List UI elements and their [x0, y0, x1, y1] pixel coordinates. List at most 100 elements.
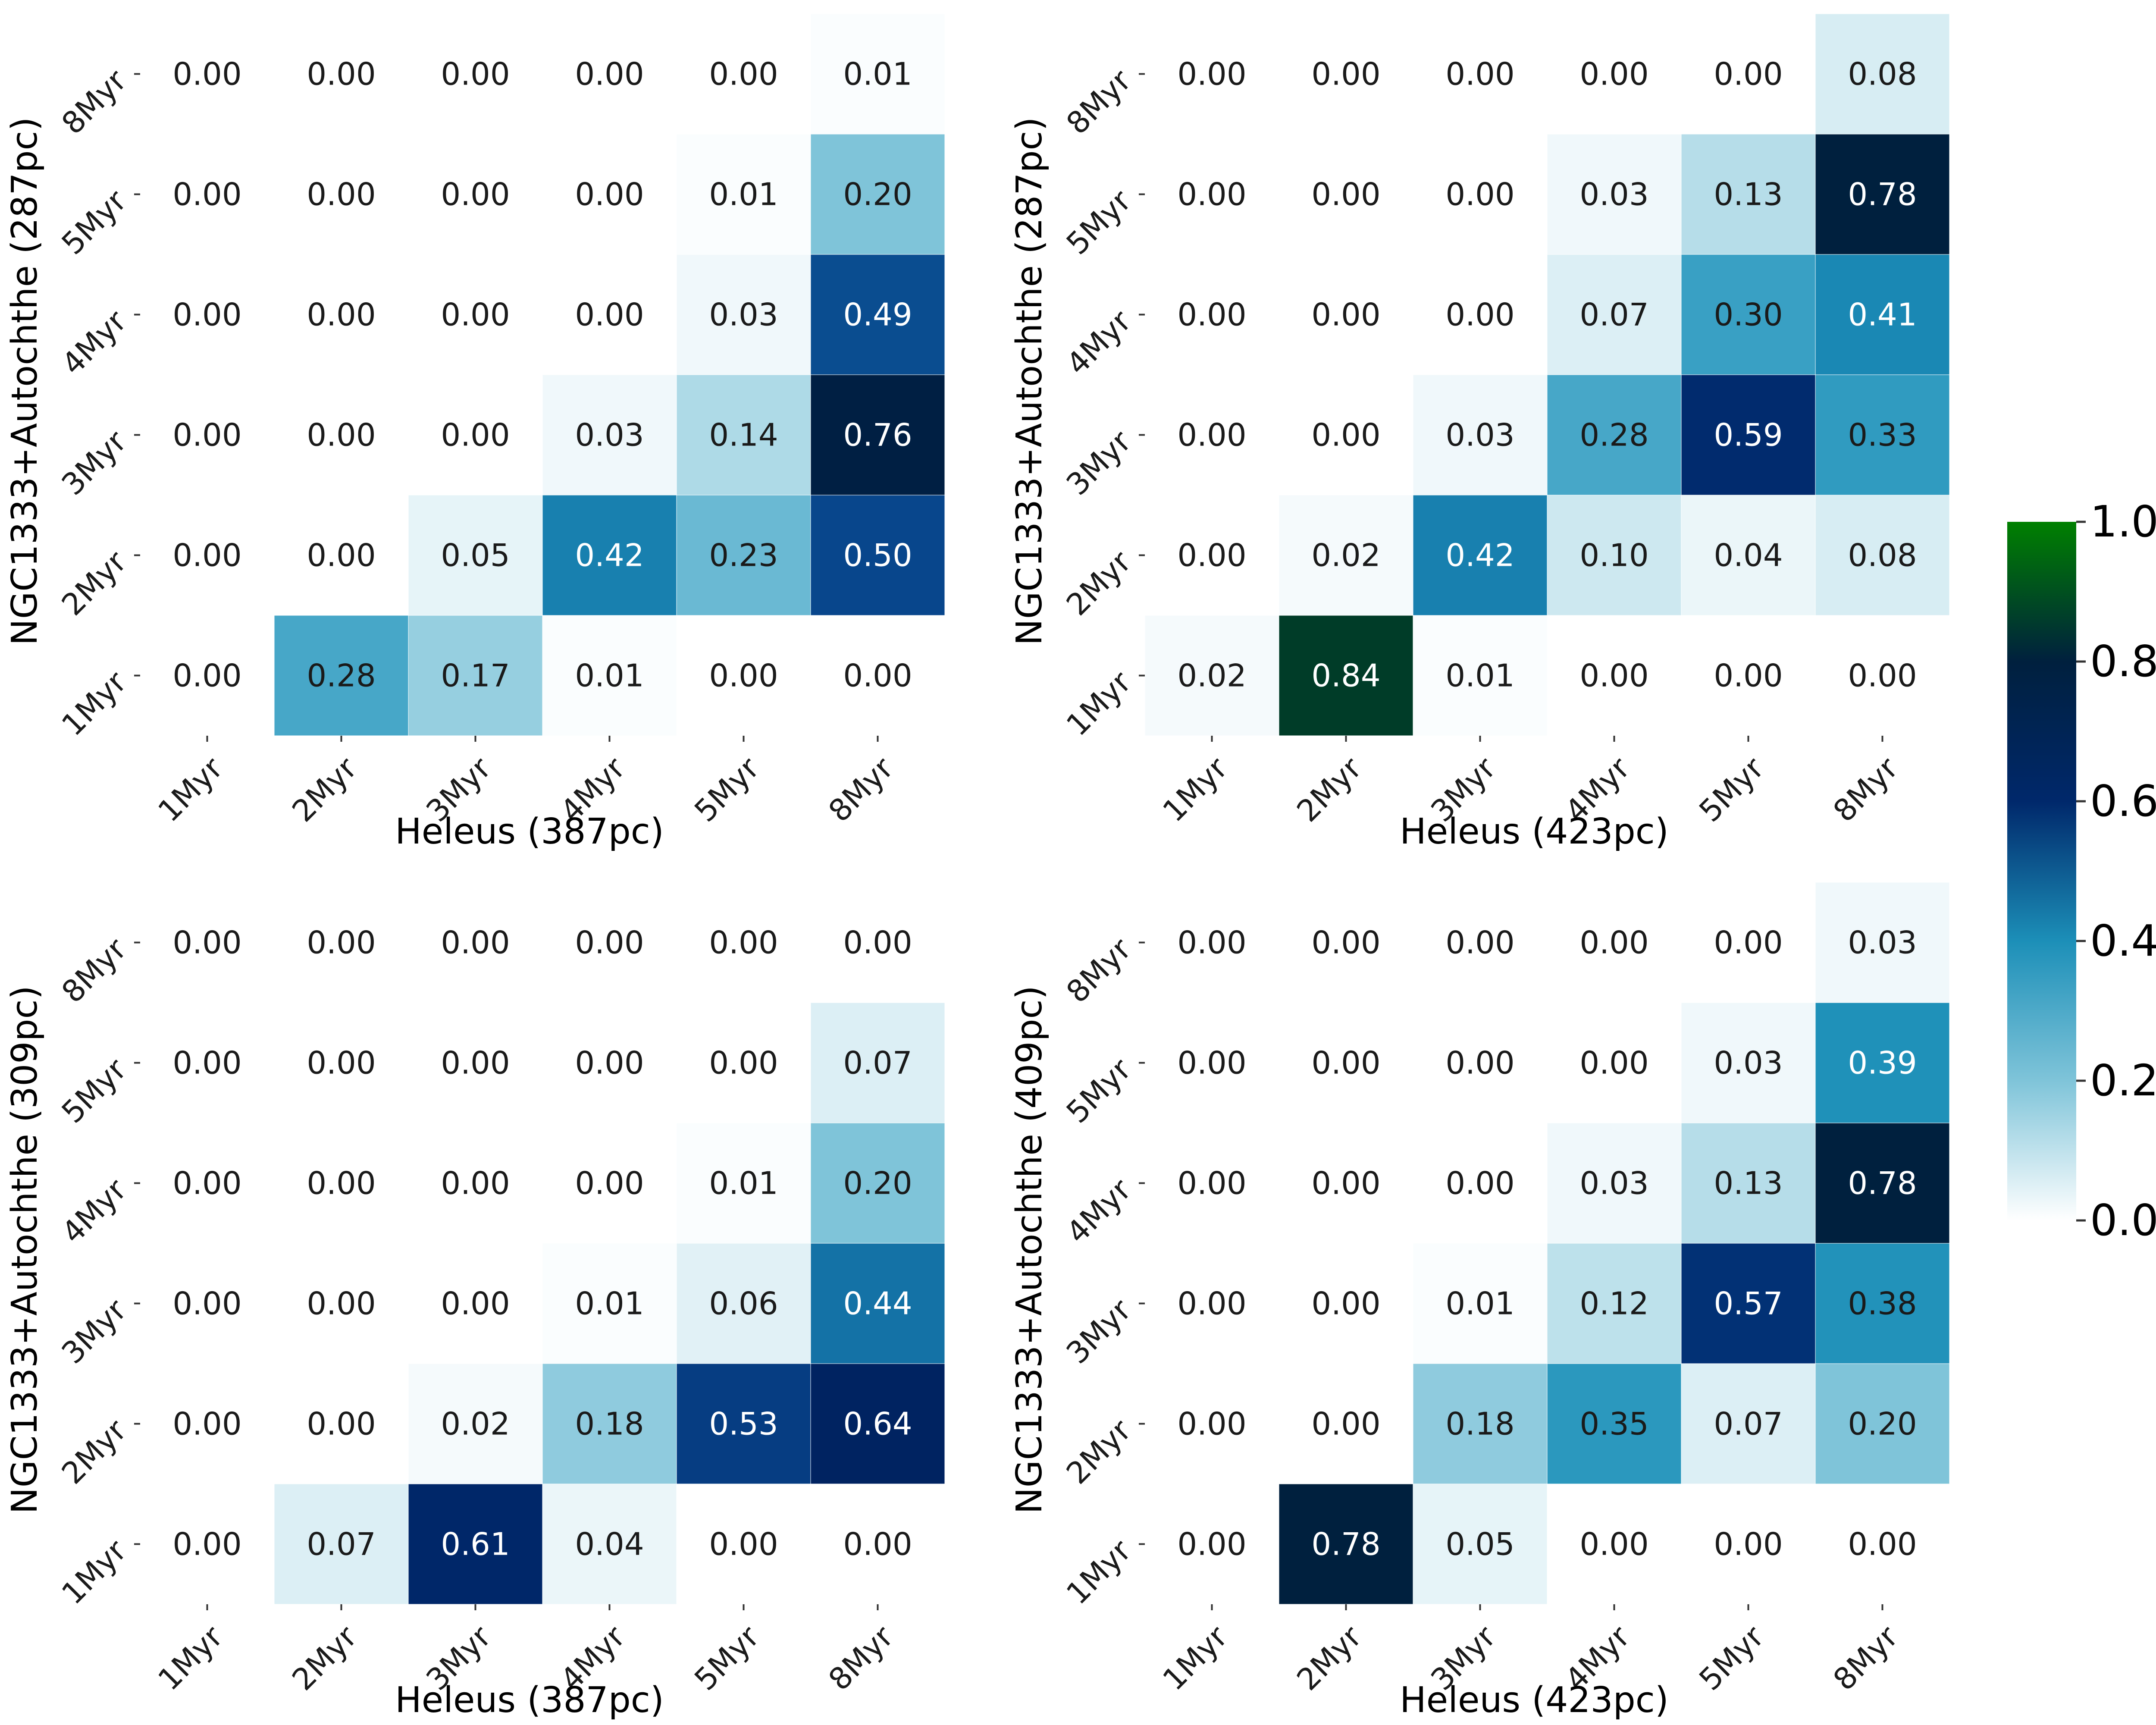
heatmap-cell	[1547, 882, 1682, 1003]
cell-value-label: 0.41	[1848, 297, 1917, 333]
heatmap-cell	[1681, 882, 1816, 1003]
cell-value-label: 0.00	[1848, 1526, 1917, 1562]
heatmap-cell	[1681, 1363, 1816, 1484]
cell-value-label: 0.00	[1311, 925, 1380, 961]
cell-value-label: 0.00	[172, 1526, 241, 1562]
cell-value-label: 0.00	[1311, 1406, 1380, 1442]
cell-value-label: 0.00	[1579, 925, 1648, 961]
heatmap-cell	[1815, 882, 1950, 1003]
heatmap-cell	[1681, 615, 1816, 736]
heatmap-cell	[274, 13, 409, 135]
cell-value-label: 0.07	[307, 1526, 376, 1562]
heatmap-cell	[1547, 495, 1682, 616]
heatmap-panel-bottom-right: 0.00 0.00 0.00 0.00 0.00 0.03 0.00 0.00 0.00 0.00…	[1009, 882, 1950, 1721]
x-tick-label: 5Myr	[1692, 750, 1771, 829]
cell-value-label: 0.00	[1177, 537, 1246, 574]
heatmap-cell	[1547, 1243, 1682, 1364]
heatmap-cell	[1815, 13, 1950, 135]
cell-value-label: 0.00	[1311, 417, 1380, 453]
cell-value-label: 0.00	[172, 56, 241, 92]
cell-value-label: 0.01	[1445, 658, 1514, 694]
heatmap-cell	[1815, 1243, 1950, 1364]
cell-value-label: 0.01	[1445, 1286, 1514, 1322]
cell-value-label: 0.02	[1311, 537, 1380, 574]
cell-value-label: 0.00	[575, 925, 644, 961]
heatmap-cell	[542, 615, 677, 736]
cell-value-label: 0.64	[843, 1406, 912, 1442]
colorbar: 0.0 0.2 0.4 0.6 0.8 1.0	[2007, 496, 2156, 1245]
heatmap-cell	[810, 1243, 945, 1364]
cell-value-label: 0.02	[441, 1406, 510, 1442]
cell-value-label: 0.00	[441, 176, 510, 213]
heatmap-cell	[1144, 374, 1279, 496]
cell-value-label: 0.07	[1714, 1406, 1783, 1442]
cell-value-label: 0.01	[709, 1165, 778, 1201]
cell-value-label: 0.01	[575, 658, 644, 694]
heatmap-cell	[408, 254, 543, 375]
heatmap-cell	[676, 1243, 811, 1364]
heatmap-cell	[1547, 1484, 1682, 1605]
heatmap-cell	[542, 1002, 677, 1123]
x-tick-label: 5Myr	[688, 1619, 766, 1697]
heatmap-cell	[1681, 1123, 1816, 1244]
y-tick-label: 4Myr	[55, 1172, 133, 1250]
heatmap-cell	[1681, 13, 1816, 135]
cell-value-label: 0.00	[1445, 176, 1514, 213]
heatmap-cell	[140, 495, 275, 616]
cell-value-label: 0.59	[1714, 417, 1783, 453]
y-tick-label: 5Myr	[1059, 1051, 1138, 1130]
cell-value-label: 0.03	[1848, 925, 1917, 961]
y-tick-label: 1Myr	[1059, 664, 1138, 743]
cell-value-label: 0.76	[843, 417, 912, 453]
cell-value-label: 0.23	[709, 537, 778, 574]
heatmap-cell	[542, 495, 677, 616]
cell-value-label: 0.08	[1848, 56, 1917, 92]
colorbar-tick-label: 0.8	[2090, 636, 2156, 687]
heatmap-cell	[1279, 254, 1413, 375]
colorbar-tick-label: 0.0	[2090, 1195, 2156, 1245]
heatmap-cell	[676, 1363, 811, 1484]
heatmap-cell	[1413, 374, 1548, 496]
heatmap-cell	[810, 882, 945, 1003]
heatmap-cell	[1144, 254, 1279, 375]
heatmap-cell	[408, 1484, 543, 1605]
heatmap-cell	[810, 1123, 945, 1244]
cell-value-label: 0.28	[307, 658, 376, 694]
cell-value-label: 0.00	[1579, 1045, 1648, 1081]
y-axis-label: NGC1333+Autochthe (287pc)	[4, 117, 45, 645]
x-tick-label: 1Myr	[1156, 750, 1235, 829]
heatmap-cell	[1413, 134, 1548, 255]
heatmap-cell	[1144, 615, 1279, 736]
heatmap-cell	[140, 254, 275, 375]
heatmap-cell	[1413, 1363, 1548, 1484]
heatmap-cell	[542, 134, 677, 255]
heatmap-cell	[1144, 1363, 1279, 1484]
heatmap-cell	[1547, 134, 1682, 255]
heatmap-cell	[274, 374, 409, 496]
heatmap-cell	[1681, 1002, 1816, 1123]
heatmap-cell	[676, 882, 811, 1003]
cell-value-label: 0.08	[1848, 537, 1917, 574]
cell-value-label: 0.00	[1445, 925, 1514, 961]
heatmap-cell	[810, 495, 945, 616]
cell-value-label: 0.00	[307, 1286, 376, 1322]
cell-value-label: 0.03	[1714, 1045, 1783, 1081]
heatmap-cell	[1815, 1002, 1950, 1123]
heatmap-cell	[542, 13, 677, 135]
y-tick-label: 1Myr	[55, 1533, 133, 1611]
cell-value-label: 0.00	[1177, 56, 1246, 92]
cell-value-label: 0.00	[307, 56, 376, 92]
heatmap-cell	[676, 374, 811, 496]
heatmap-cell	[1681, 495, 1816, 616]
cell-value-label: 0.00	[172, 537, 241, 574]
heatmap-cell	[1413, 495, 1548, 616]
cell-value-label: 0.57	[1714, 1286, 1783, 1322]
cell-value-label: 0.00	[1445, 1045, 1514, 1081]
y-tick-label: 4Myr	[1059, 303, 1138, 382]
y-tick-label: 8Myr	[55, 63, 133, 141]
cell-value-label: 0.00	[172, 176, 241, 213]
cell-value-label: 0.00	[575, 1165, 644, 1201]
heatmap-cell	[542, 374, 677, 496]
heatmap-cell	[1815, 1363, 1950, 1484]
cell-value-label: 0.00	[1177, 297, 1246, 333]
